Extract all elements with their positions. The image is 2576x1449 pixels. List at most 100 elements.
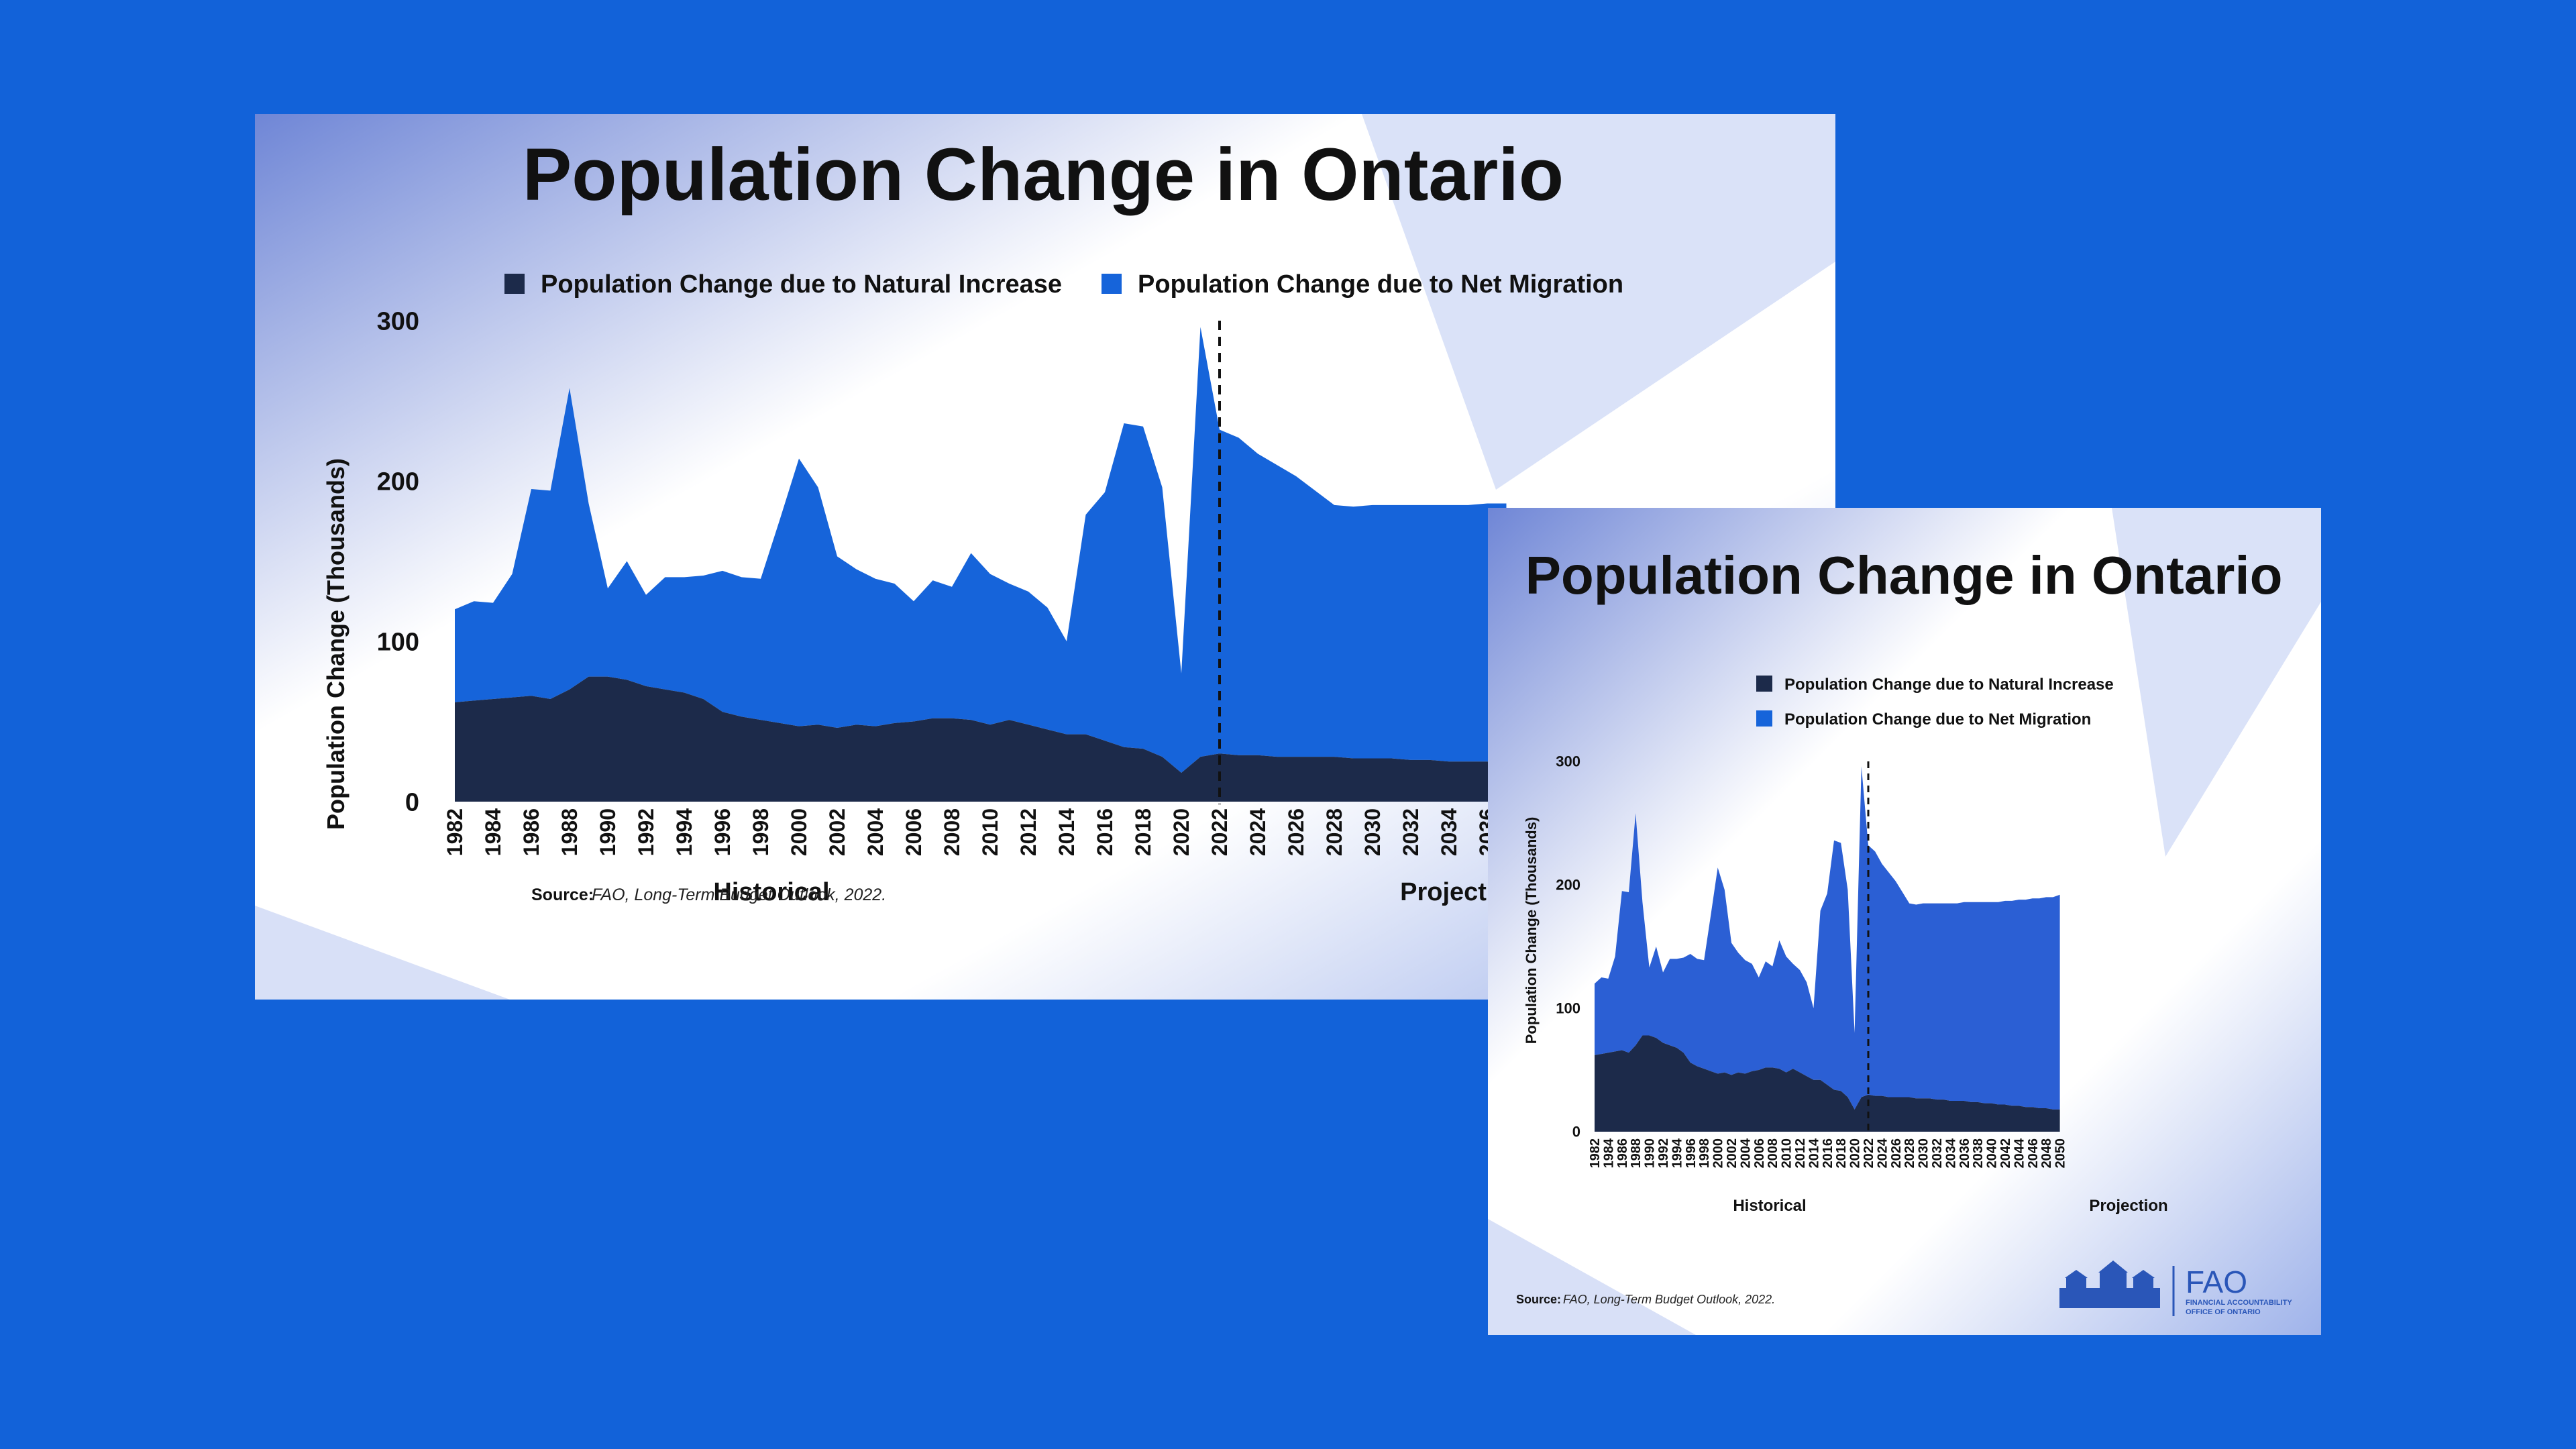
fao-logo-subtext-1: FINANCIAL ACCOUNTABILITY	[2186, 1299, 2292, 1307]
x-tick-label: 2034	[1437, 808, 1461, 856]
x-tick-label: 2040	[1985, 1138, 2000, 1169]
x-tick-label: 2026	[1889, 1138, 1904, 1169]
x-tick-label: 2010	[1780, 1138, 1794, 1169]
x-tick-label: 2032	[1399, 808, 1423, 856]
plot-area-large: 0 100 200 300 1982 1984 1986 1988 1990 1992 1994 19…	[377, 307, 1525, 906]
fao-logo-subtext-2: OFFICE OF ONTARIO	[2186, 1308, 2261, 1316]
x-tick-label: 2018	[1834, 1138, 1849, 1169]
area-net-migration	[1595, 766, 2060, 1110]
y-tick-label: 0	[1572, 1124, 1580, 1140]
x-tick-label: 2046	[2026, 1138, 2041, 1169]
legend-swatch-natural	[1756, 676, 1772, 692]
x-tick-label: 2012	[1016, 808, 1040, 856]
x-tick-label: 2020	[1169, 808, 1193, 856]
x-tick-label: 1998	[1697, 1138, 1712, 1169]
x-tick-label: 1986	[519, 808, 543, 856]
chart-title: Population Change in Ontario	[1525, 545, 2283, 605]
x-tick-label: 2000	[787, 808, 811, 856]
x-tick-label: 2006	[1752, 1138, 1767, 1169]
section-label-projection: Projection	[2089, 1197, 2167, 1215]
x-tick-label: 2016	[1821, 1138, 1835, 1169]
legend-label-migration: Population Change due to Net Migration	[1784, 710, 2091, 729]
x-tick-label: 1992	[1656, 1138, 1671, 1169]
x-tick-label: 2028	[1902, 1138, 1917, 1169]
x-tick-label: 1994	[672, 808, 696, 856]
chart-title: Population Change in Ontario	[523, 133, 1564, 216]
x-tick-label: 1982	[443, 808, 467, 856]
x-tick-label: 2022	[1208, 808, 1232, 856]
x-tick-label: 2026	[1284, 808, 1308, 856]
area-natural-increase	[1595, 1035, 2060, 1132]
fao-logo-text: FAO	[2186, 1265, 2247, 1299]
y-tick-label: 100	[1556, 1000, 1580, 1017]
x-tick-label: 1984	[1601, 1138, 1616, 1168]
x-tick-label: 1982	[1588, 1138, 1603, 1169]
y-tick-label: 100	[377, 628, 419, 656]
source-label: Source:	[531, 885, 594, 904]
x-tick-label: 1994	[1670, 1138, 1684, 1168]
x-tick-label: 2016	[1093, 808, 1117, 856]
legend-swatch-natural	[504, 274, 525, 294]
x-tick-label: 2050	[2053, 1138, 2068, 1169]
legend-label-natural: Population Change due to Natural Increas…	[1784, 676, 2114, 694]
x-tick-label: 2024	[1875, 1138, 1890, 1168]
x-tick-label: 2004	[863, 808, 888, 856]
x-tick-label: 1988	[557, 808, 582, 856]
x-tick-label: 1998	[749, 808, 773, 856]
x-tick-label: 2042	[1998, 1138, 2013, 1169]
y-tick-label: 300	[1556, 753, 1580, 770]
x-tick-label: 2032	[1930, 1138, 1945, 1169]
x-tick-label: 2028	[1322, 808, 1346, 856]
x-tick-label: 2008	[940, 808, 964, 856]
chart-small: 0100200300198219841986198819901992199419…	[1488, 508, 2321, 1335]
y-axis-label: Population Change (Thousands)	[1523, 817, 1540, 1044]
y-tick-label: 300	[377, 307, 419, 335]
x-tick-label: 1992	[634, 808, 658, 856]
area-net-migration	[455, 327, 1507, 773]
x-tick-label: 2002	[1725, 1138, 1739, 1169]
legend-label-migration: Population Change due to Net Migration	[1138, 270, 1623, 299]
source-text: FAO, Long-Term Budget Outlook, 2022.	[1563, 1293, 1775, 1306]
legend-swatch-migration	[1102, 274, 1122, 294]
x-tick-label: 2006	[902, 808, 926, 856]
x-tick-label: 2014	[1807, 1138, 1821, 1168]
x-tick-label: 1996	[1684, 1138, 1699, 1169]
y-tick-label: 200	[1556, 877, 1580, 894]
legend-swatch-migration	[1756, 710, 1772, 727]
legend-label-natural: Population Change due to Natural Increas…	[541, 270, 1062, 299]
x-tick-label: 1984	[481, 808, 505, 856]
x-tick-label: 2002	[825, 808, 849, 856]
x-tick-label: 2030	[1360, 808, 1385, 856]
x-tick-label: 2038	[1971, 1138, 1986, 1169]
x-tick-label: 2048	[2039, 1138, 2054, 1169]
y-tick-label: 0	[405, 788, 419, 816]
x-tick-label: 1990	[596, 808, 620, 856]
y-tick-label: 200	[377, 468, 419, 496]
x-tick-label: 2012	[1793, 1138, 1808, 1169]
x-tick-label: 2010	[978, 808, 1002, 856]
x-tick-label: 2044	[2012, 1138, 2027, 1168]
chart-card-small: 0 100 200 300 1982 1984 1986 1988 1990 1992 1994 19…	[1488, 508, 2321, 1335]
x-tick-label: 1986	[1615, 1138, 1630, 1169]
area-natural-increase	[455, 676, 1507, 802]
x-tick-label: 2008	[1766, 1138, 1780, 1169]
source-label: Source:	[1516, 1293, 1561, 1306]
plot-area-small: 0100200300198219841986198819901992199419…	[1556, 753, 2167, 1215]
x-tick-label: 2024	[1246, 808, 1270, 856]
source-text: FAO, Long-Term Budget Outlook, 2022.	[592, 885, 886, 904]
x-tick-label: 2000	[1711, 1138, 1726, 1169]
x-tick-label: 1996	[710, 808, 735, 856]
section-label-historical: Historical	[713, 878, 829, 906]
x-tick-label: 2020	[1848, 1138, 1863, 1169]
x-tick-label: 1988	[1629, 1138, 1644, 1169]
x-tick-label: 2004	[1738, 1138, 1753, 1168]
x-tick-label: 2034	[1943, 1138, 1958, 1168]
x-tick-label: 2018	[1131, 808, 1155, 856]
x-tick-label: 2030	[1917, 1138, 1931, 1169]
fao-building-logo	[2059, 1260, 2160, 1308]
y-axis-label: Population Change (Thousands)	[322, 458, 350, 830]
x-tick-label: 2022	[1862, 1138, 1876, 1169]
x-tick-label: 2014	[1055, 808, 1079, 856]
section-label-historical: Historical	[1733, 1197, 1806, 1215]
x-tick-label: 2036	[1957, 1138, 1972, 1169]
